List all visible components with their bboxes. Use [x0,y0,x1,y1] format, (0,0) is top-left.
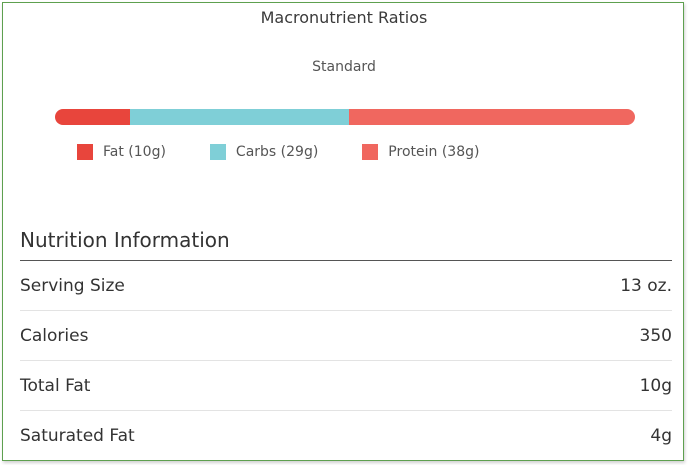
carbs-segment [130,109,349,125]
legend-item-protein: Protein (38g) [362,144,479,160]
legend-item-fat: Fat (10g) [77,144,166,160]
nutrition-row-total-fat: Total Fat 10g [20,361,672,411]
row-label: Saturated Fat [20,425,135,446]
fat-swatch [77,144,93,160]
legend-label-fat: Fat (10g) [103,144,166,160]
row-value: 350 [639,325,672,346]
carbs-swatch [209,144,226,160]
nutrition-heading: Nutrition Information [20,228,230,252]
legend-label-carbs: Carbs (29g) [235,144,319,160]
legend-label-protein: Protein (38g) [388,144,480,160]
row-value: 4g [650,425,672,446]
macronutrient-card: Macronutrient Ratios Standard Fat (10g) … [2,2,684,461]
nutrition-row-serving-size: Serving Size 13 oz. [20,261,672,311]
nutrition-row-saturated-fat: Saturated Fat 4g [20,411,672,460]
row-value: 13 oz. [620,275,672,296]
nutrition-row-calories: Calories 350 [20,311,672,361]
ratio-subtitle: Standard [312,59,376,75]
row-label: Serving Size [20,275,125,296]
row-label: Calories [20,325,89,346]
row-label: Total Fat [20,375,91,396]
heading-divider [20,260,672,261]
protein-segment [348,109,635,125]
row-value: 10g [639,375,672,396]
nutrition-table: Serving Size 13 oz. Calories 350 Total F… [20,261,672,460]
protein-swatch [362,144,379,160]
macro-legend: Fat (10g) Carbs (29g) Protein (38g) [77,144,523,160]
card-title: Macronutrient Ratios [260,8,428,27]
macro-ratio-bar [55,109,635,125]
legend-item-carbs: Carbs (29g) [209,144,319,160]
fat-segment [55,109,131,125]
